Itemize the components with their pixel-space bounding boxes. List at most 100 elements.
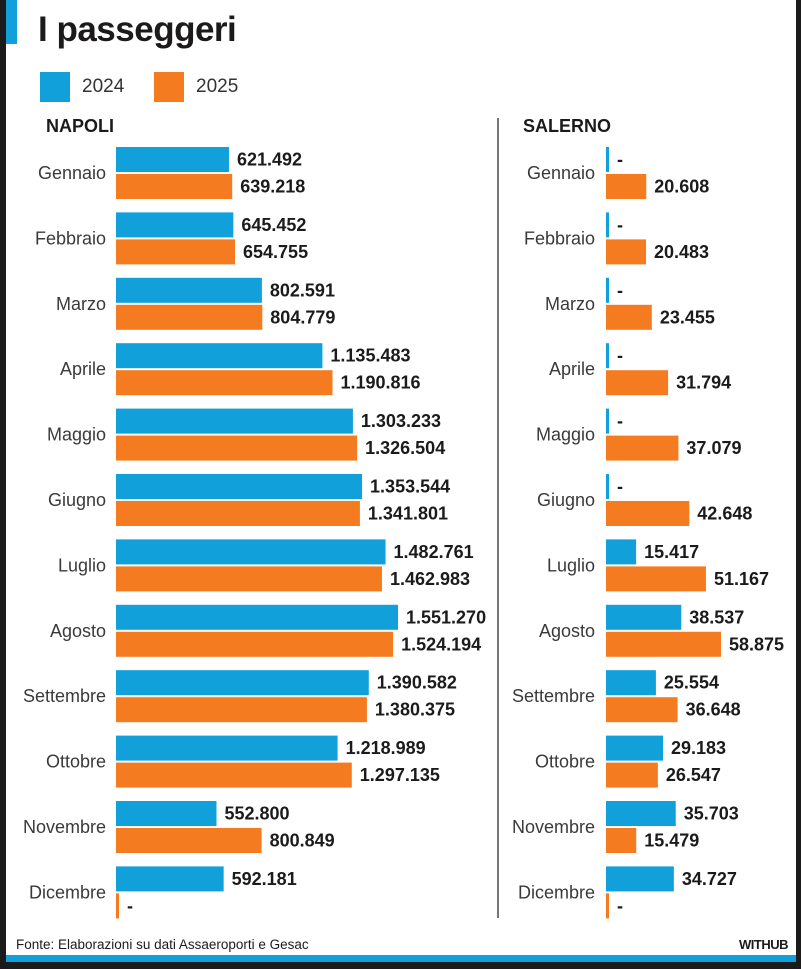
salerno-bar-2025-settembre <box>606 697 678 723</box>
legend-swatch-2025 <box>154 72 184 102</box>
legend-swatch-2024 <box>40 72 70 102</box>
salerno-month-label-febbraio: Febbraio <box>524 228 595 248</box>
salerno-month-label-maggio: Maggio <box>536 425 595 445</box>
salerno-value-label-2024-gennaio: - <box>617 150 623 170</box>
napoli-bar-2024-luglio <box>116 539 386 565</box>
salerno-bar-2024-maggio <box>606 408 609 434</box>
salerno-value-label-2024-agosto: 38.537 <box>689 607 744 627</box>
napoli-bar-2025-settembre <box>116 697 367 723</box>
napoli-value-label-2025-dicembre: - <box>127 896 133 916</box>
napoli-month-label-marzo: Marzo <box>56 294 106 314</box>
napoli-bar-2025-agosto <box>116 631 394 657</box>
napoli-value-label-2025-gennaio: 639.218 <box>240 177 305 197</box>
title-accent-bar <box>6 0 17 44</box>
napoli-value-label-2024-febbraio: 645.452 <box>241 215 306 235</box>
napoli-bar-2024-novembre <box>116 801 217 826</box>
salerno-bar-2024-dicembre <box>606 866 674 892</box>
salerno-value-label-2025-ottobre: 26.547 <box>666 765 721 785</box>
napoli-bar-2024-agosto <box>116 604 398 630</box>
salerno-value-label-2025-maggio: 37.079 <box>686 438 741 458</box>
napoli-month-label-novembre: Novembre <box>23 817 106 837</box>
napoli-bar-2025-maggio <box>116 435 358 461</box>
napoli-bar-2024-gennaio <box>116 147 229 172</box>
napoli-month-label-dicembre: Dicembre <box>29 882 106 902</box>
salerno-bar-2025-luglio <box>606 566 706 592</box>
napoli-bar-2025-aprile <box>116 370 333 396</box>
salerno-bar-2024-agosto <box>606 604 682 630</box>
salerno-bar-2024-febbraio <box>606 212 609 238</box>
panel-title-napoli: NAPOLI <box>46 116 115 136</box>
napoli-bar-2024-giugno <box>116 474 363 499</box>
napoli-value-label-2025-maggio: 1.326.504 <box>365 438 445 458</box>
salerno-month-label-gennaio: Gennaio <box>527 163 595 183</box>
salerno-month-label-luglio: Luglio <box>547 555 595 575</box>
legend-item-2025: 2025 <box>154 72 238 102</box>
salerno-value-label-2025-giugno: 42.648 <box>697 504 752 524</box>
salerno-value-label-2025-novembre: 15.479 <box>644 831 699 851</box>
salerno-value-label-2024-maggio: - <box>617 411 623 431</box>
salerno-bar-2025-agosto <box>606 631 721 657</box>
salerno-bar-2025-dicembre <box>606 893 609 919</box>
chart-title: I passeggeri <box>38 10 237 49</box>
napoli-value-label-2025-ottobre: 1.297.135 <box>360 765 440 785</box>
salerno-bar-2025-febbraio <box>606 239 647 265</box>
salerno-bar-2024-ottobre <box>606 735 664 761</box>
salerno-month-label-novembre: Novembre <box>512 817 595 837</box>
napoli-bar-2025-dicembre <box>116 893 119 919</box>
salerno-bar-2024-gennaio <box>606 147 609 172</box>
salerno-bar-2025-gennaio <box>606 174 647 199</box>
salerno-bar-2024-aprile <box>606 343 609 369</box>
salerno-value-label-2024-luglio: 15.417 <box>644 542 699 562</box>
napoli-bar-2024-dicembre <box>116 866 224 892</box>
napoli-month-label-settembre: Settembre <box>23 686 106 706</box>
salerno-value-label-2024-dicembre: 34.727 <box>682 869 737 889</box>
bar-chart-svg: Gennaio 621.492 639.218 Febbraio 645.452 654.… <box>23 147 784 919</box>
napoli-value-label-2025-luglio: 1.462.983 <box>390 569 470 589</box>
salerno-value-label-2024-marzo: - <box>617 280 623 300</box>
napoli-bar-2025-luglio <box>116 566 382 592</box>
source-note: Fonte: Elaborazioni su dati Assaeroporti… <box>16 937 309 952</box>
legend-label-2024: 2024 <box>82 76 125 97</box>
napoli-value-label-2025-giugno: 1.341.801 <box>368 504 448 524</box>
napoli-bar-2024-maggio <box>116 408 353 434</box>
napoli-month-label-gennaio: Gennaio <box>38 163 106 183</box>
infographic-card: I passeggeri 2024 2025 NAPOLI SALERNO Ge… <box>6 0 796 962</box>
salerno-bar-2025-giugno <box>606 501 690 526</box>
salerno-value-label-2025-agosto: 58.875 <box>729 634 784 654</box>
napoli-month-label-ottobre: Ottobre <box>46 752 106 772</box>
napoli-value-label-2024-giugno: 1.353.544 <box>370 477 450 497</box>
salerno-value-label-2025-marzo: 23.455 <box>660 307 715 327</box>
bottom-accent-bar <box>6 955 796 962</box>
salerno-value-label-2024-febbraio: - <box>617 215 623 235</box>
salerno-bar-2024-settembre <box>606 670 656 696</box>
napoli-bar-2025-novembre <box>116 828 262 853</box>
napoli-value-label-2024-dicembre: 592.181 <box>232 869 297 889</box>
napoli-bar-2024-febbraio <box>116 212 234 238</box>
salerno-month-label-dicembre: Dicembre <box>518 882 595 902</box>
salerno-month-label-aprile: Aprile <box>549 359 595 379</box>
salerno-value-label-2025-dicembre: - <box>617 896 623 916</box>
napoli-value-label-2024-luglio: 1.482.761 <box>394 542 474 562</box>
napoli-bar-2024-marzo <box>116 277 262 303</box>
salerno-value-label-2025-settembre: 36.648 <box>686 700 741 720</box>
napoli-bar-2024-aprile <box>116 343 323 369</box>
napoli-bar-2025-marzo <box>116 304 263 330</box>
panel-title-salerno: SALERNO <box>523 116 612 136</box>
napoli-value-label-2024-ottobre: 1.218.989 <box>346 738 426 758</box>
napoli-value-label-2025-settembre: 1.380.375 <box>375 700 455 720</box>
napoli-bar-2025-giugno <box>116 501 360 526</box>
napoli-month-label-aprile: Aprile <box>60 359 106 379</box>
napoli-value-label-2024-agosto: 1.551.270 <box>406 607 486 627</box>
salerno-bar-2025-maggio <box>606 435 679 461</box>
napoli-value-label-2024-settembre: 1.390.582 <box>377 673 457 693</box>
salerno-month-label-ottobre: Ottobre <box>535 752 595 772</box>
salerno-month-label-marzo: Marzo <box>545 294 595 314</box>
napoli-bar-2025-febbraio <box>116 239 236 265</box>
napoli-bar-2024-settembre <box>116 670 369 696</box>
salerno-value-label-2024-novembre: 35.703 <box>684 804 739 824</box>
salerno-bar-2024-giugno <box>606 474 609 499</box>
napoli-value-label-2024-gennaio: 621.492 <box>237 150 302 170</box>
napoli-month-label-giugno: Giugno <box>48 490 106 510</box>
napoli-month-label-agosto: Agosto <box>50 621 106 641</box>
salerno-bar-2025-marzo <box>606 304 652 330</box>
